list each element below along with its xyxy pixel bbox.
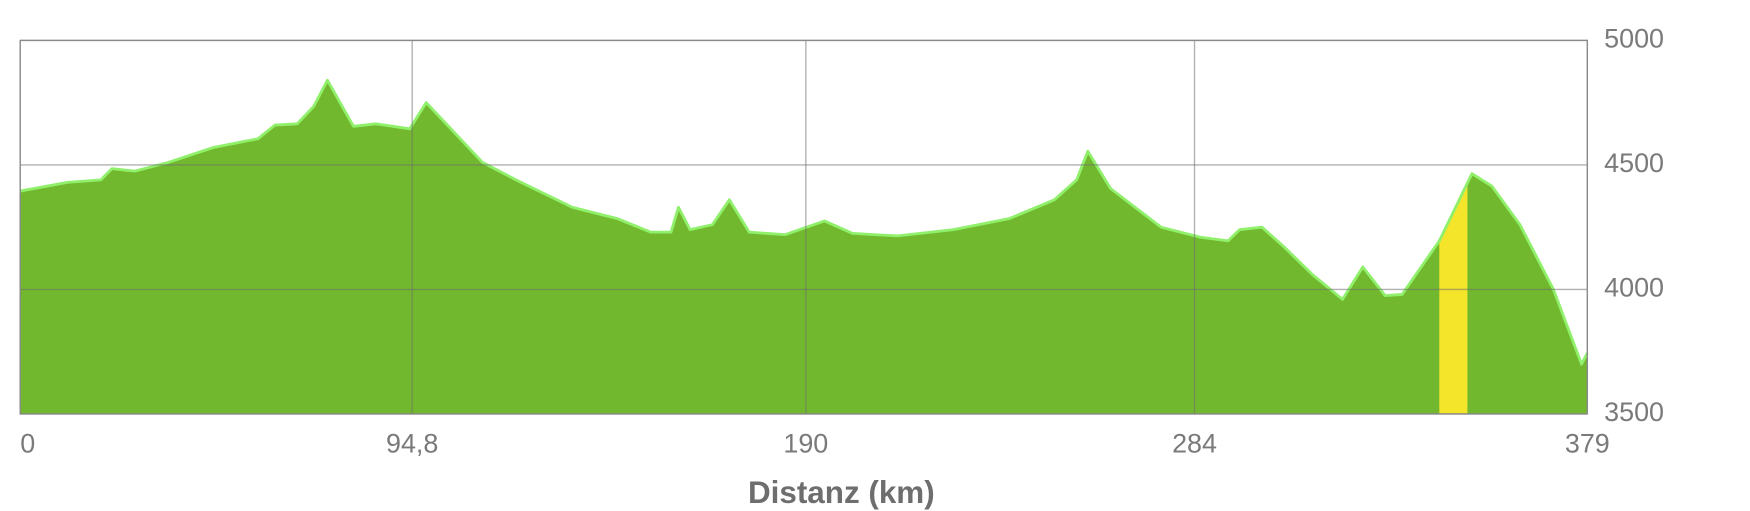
highlight-band	[1439, 80, 1468, 414]
x-tick-label: 190	[783, 428, 828, 458]
y-tick-label: 3500	[1604, 397, 1664, 427]
x-axis-title: Distanz (km)	[748, 475, 935, 510]
plot-frame	[19, 39, 1589, 415]
y-tick-label: 4000	[1604, 273, 1664, 303]
elevation-line	[19, 78, 1589, 366]
x-tick-label: 379	[1565, 428, 1610, 458]
x-tick-label: 284	[1172, 428, 1217, 458]
y-tick-label: 5000	[1604, 24, 1664, 54]
x-tick-label: 0	[20, 428, 35, 458]
elevation-area	[20, 80, 1588, 414]
y-tick-label: 4500	[1604, 148, 1664, 178]
x-tick-label: 94,8	[386, 428, 438, 458]
